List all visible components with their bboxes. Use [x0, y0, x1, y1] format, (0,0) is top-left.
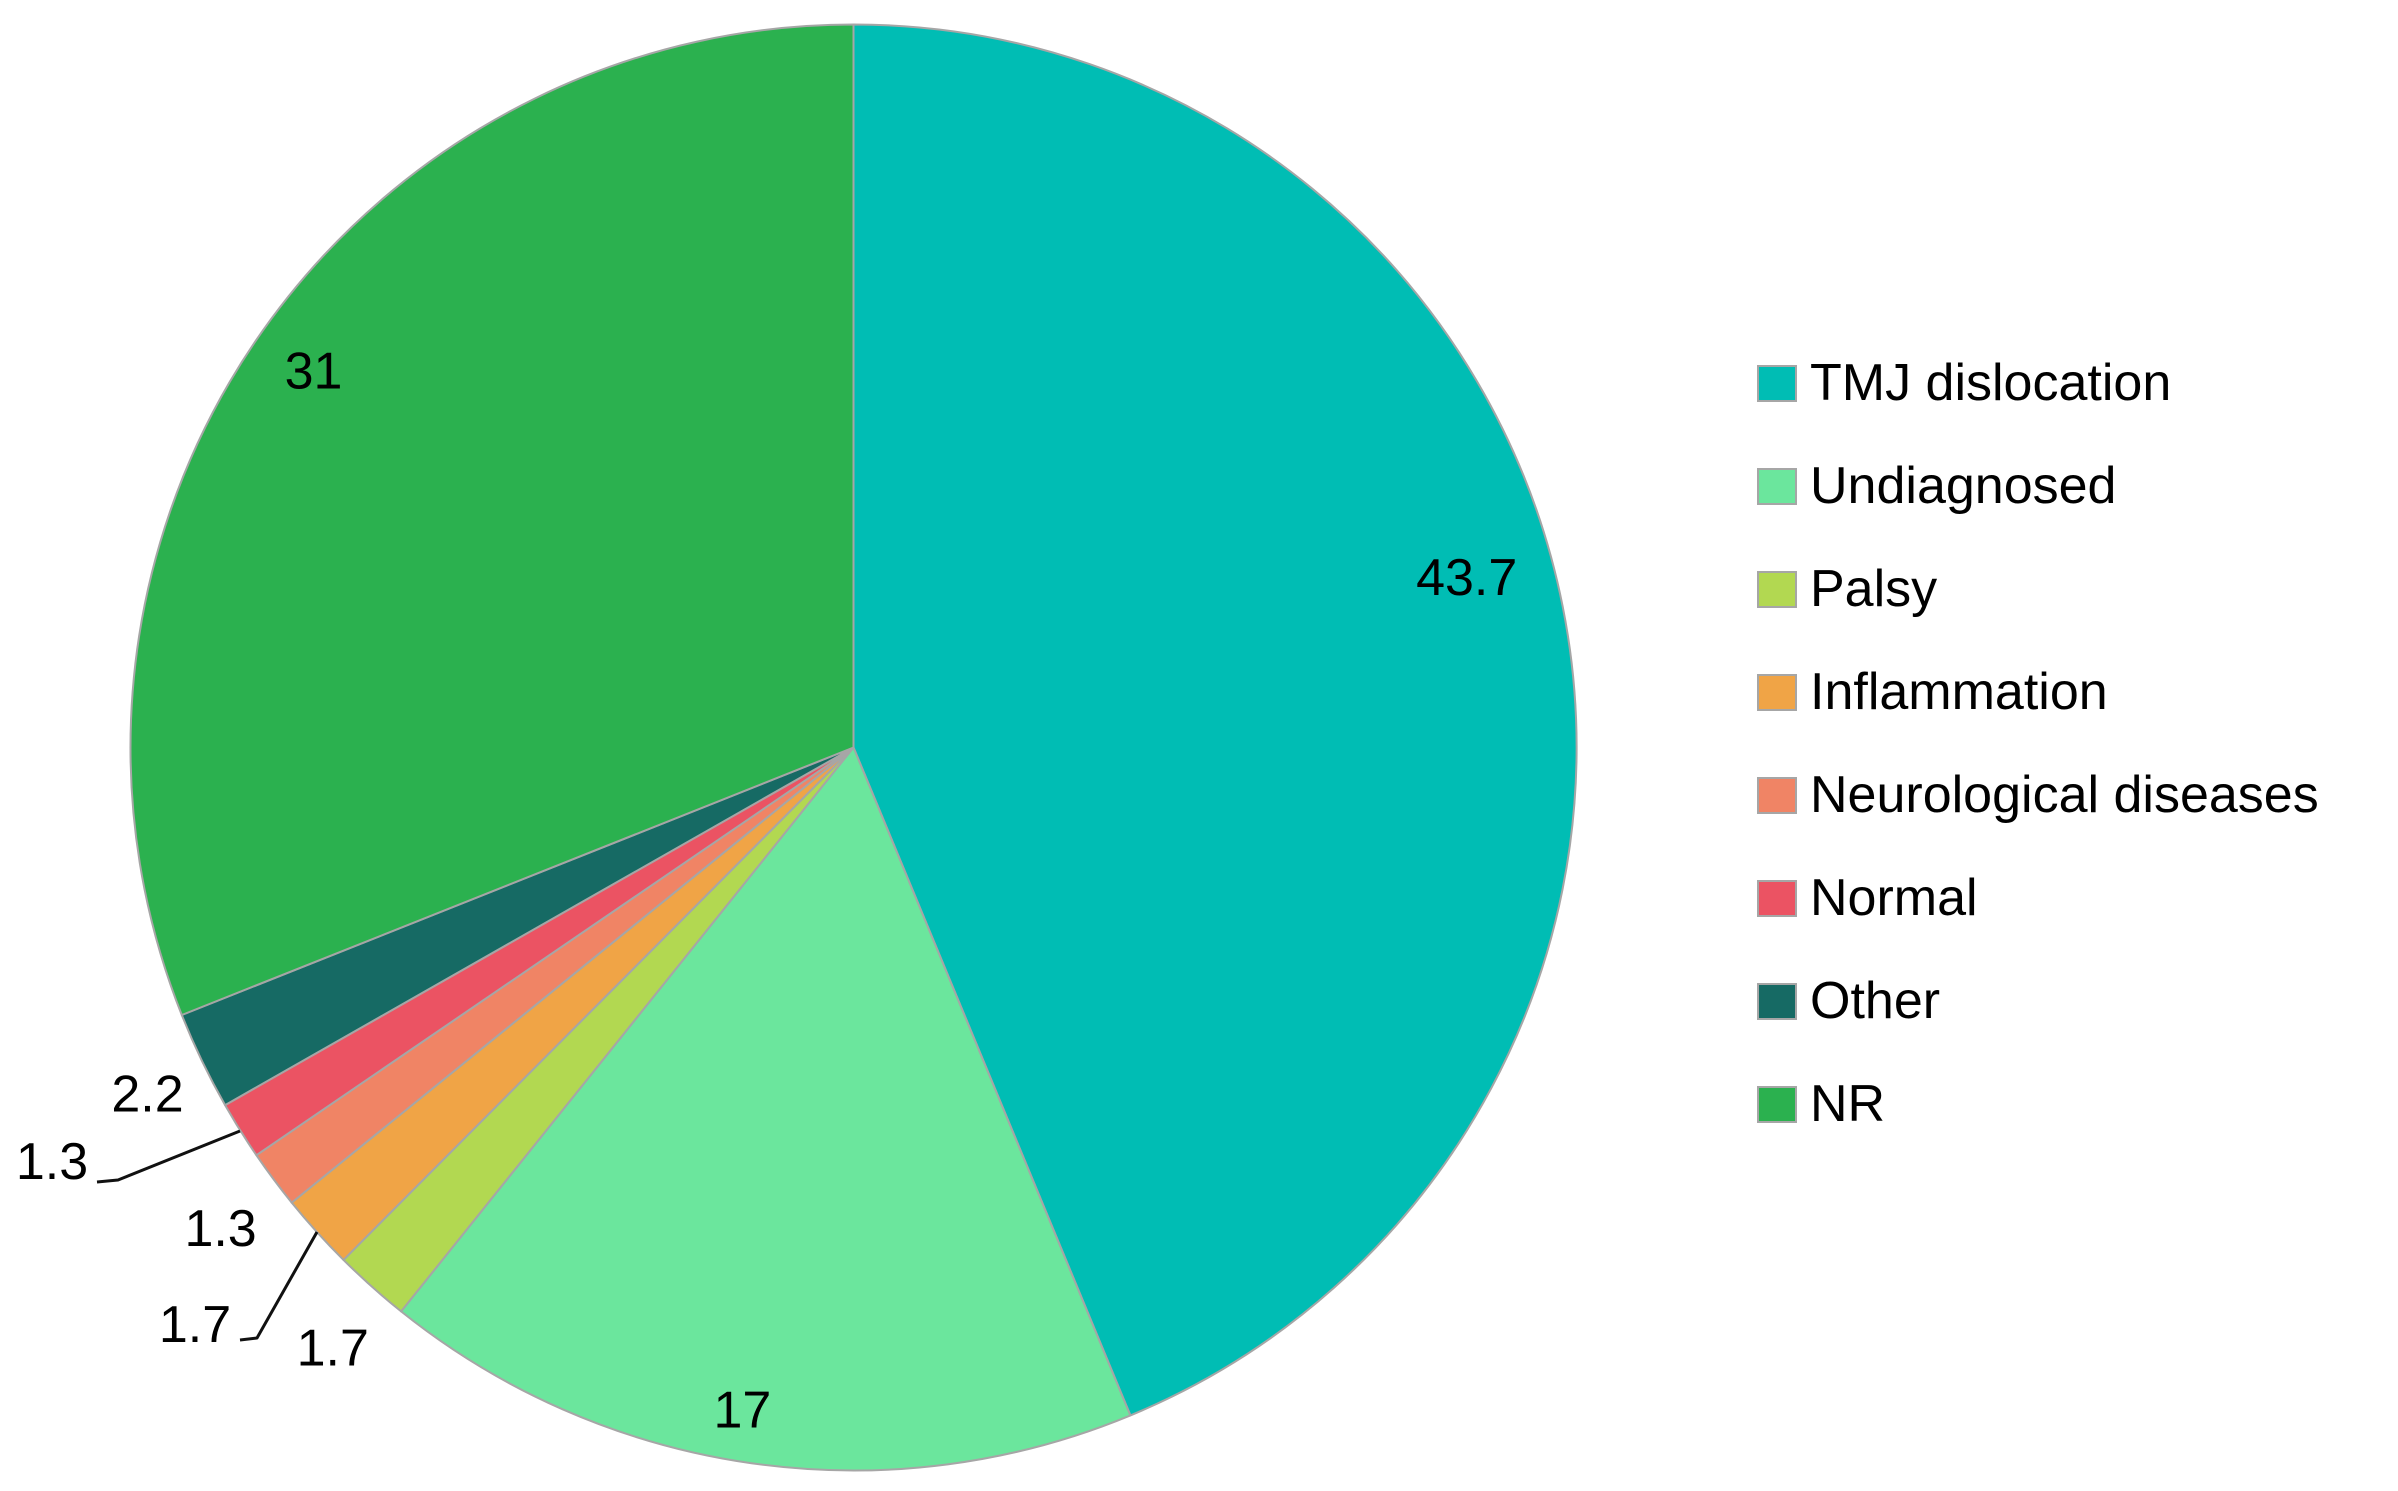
legend-swatch-normal — [1757, 879, 1797, 917]
legend-item-other: Other — [1757, 975, 2319, 1027]
legend-item-neurological-diseases: Neurological diseases — [1757, 769, 2319, 821]
pie-slice-tmj-dislocation — [852, 23, 1578, 1417]
leader-line-normal — [96, 1129, 241, 1184]
legend-label-nr: NR — [1810, 1075, 1886, 1133]
legend-label-palsy: Palsy — [1810, 560, 1938, 618]
legend-swatch-other — [1757, 982, 1797, 1020]
legend-item-palsy: Palsy — [1757, 563, 2319, 615]
slice-value-labels: 43.7 17 1.7 1.7 1.3 1.3 2.2 31 — [16, 343, 1517, 1440]
slice-value-label-normal: 1.3 — [16, 1133, 88, 1191]
leader-lines — [96, 1129, 319, 1342]
legend-swatch-palsy — [1757, 570, 1797, 608]
slice-value-label-inflammation: 1.7 — [159, 1296, 231, 1354]
legend-item-inflammation: Inflammation — [1757, 666, 2319, 718]
pie-slice-nr — [129, 23, 855, 1016]
legend-swatch-tmj-dislocation — [1757, 364, 1797, 402]
legend-swatch-inflammation — [1757, 673, 1797, 711]
slice-value-label-nr: 31 — [285, 343, 343, 401]
slice-value-label-undiagnosed: 17 — [713, 1382, 771, 1440]
slice-value-label-tmj-dislocation: 43.7 — [1416, 549, 1517, 607]
leader-line-inflammation — [239, 1231, 319, 1342]
legend-item-undiagnosed: Undiagnosed — [1757, 460, 2319, 512]
pie-slice-undiagnosed — [400, 746, 1132, 1472]
chart-legend: TMJ dislocation Undiagnosed Palsy Inflammat… — [1757, 357, 2319, 1181]
legend-label-normal: Normal — [1810, 869, 1978, 927]
slice-value-label-other: 2.2 — [111, 1066, 183, 1124]
slice-value-label-palsy: 1.7 — [297, 1320, 369, 1378]
legend-label-other: Other — [1810, 972, 1941, 1030]
legend-swatch-undiagnosed — [1757, 467, 1797, 505]
legend-item-tmj-dislocation: TMJ dislocation — [1757, 357, 2319, 409]
legend-item-nr: NR — [1757, 1078, 2319, 1130]
legend-swatch-nr — [1757, 1085, 1797, 1123]
legend-label-inflammation: Inflammation — [1810, 663, 2108, 721]
legend-label-tmj-dislocation: TMJ dislocation — [1810, 354, 2172, 412]
legend-label-undiagnosed: Undiagnosed — [1810, 457, 2117, 515]
legend-swatch-neurological-diseases — [1757, 776, 1797, 814]
legend-label-neurological-diseases: Neurological diseases — [1810, 766, 2319, 824]
slice-value-label-neurological-diseases: 1.3 — [184, 1200, 256, 1258]
legend-item-normal: Normal — [1757, 872, 2319, 924]
pie-slices — [129, 23, 1578, 1472]
